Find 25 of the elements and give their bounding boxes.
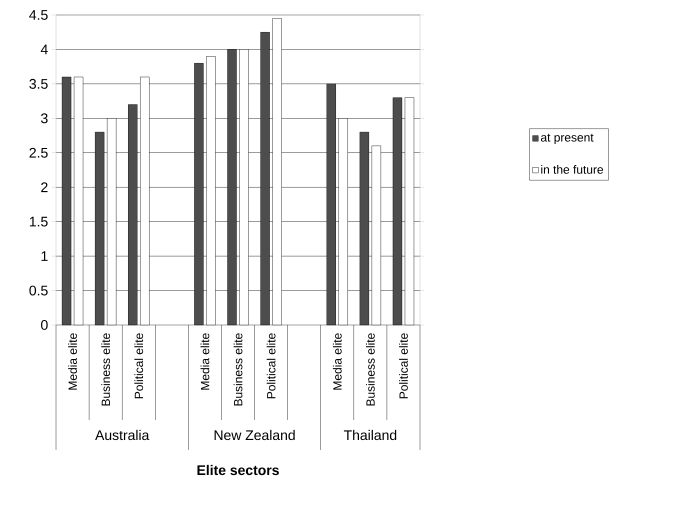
x-tick-label: Media elite <box>68 333 77 390</box>
legend-label: at present <box>540 134 594 144</box>
x-axis-title: Elite sectors <box>197 464 279 476</box>
y-tick-label: 2.5 <box>30 148 48 158</box>
legend-label: in the future <box>541 165 604 174</box>
x-tick-label: Political elite <box>399 333 408 398</box>
x-tick-label: Media elite <box>200 333 210 390</box>
y-tick-label: 2 <box>41 182 48 192</box>
text: Australia <box>95 430 150 440</box>
y-tick-label: 3 <box>41 113 48 124</box>
y-tick-label: 0.5 <box>29 286 48 296</box>
x-tick-label: Business elite <box>366 333 375 406</box>
y-tick-label: 4.5 <box>29 10 48 20</box>
y-tick-label: 1 <box>42 251 48 261</box>
y-tick-label: 3.5 <box>29 78 48 89</box>
text: New Zealand <box>214 430 295 440</box>
x-tick-label: Political elite <box>134 333 144 398</box>
y-tick-label: 4 <box>40 44 48 54</box>
x-tick-label: Media elite <box>332 333 342 390</box>
y-tick-label: 0 <box>41 320 48 330</box>
x-tick-label: Business elite <box>234 333 242 406</box>
text: Thailand <box>344 430 396 440</box>
y-tick-label: 1.5 <box>30 216 48 227</box>
x-tick-label: Political elite <box>266 333 276 398</box>
x-tick-label: Business elite <box>101 333 110 406</box>
